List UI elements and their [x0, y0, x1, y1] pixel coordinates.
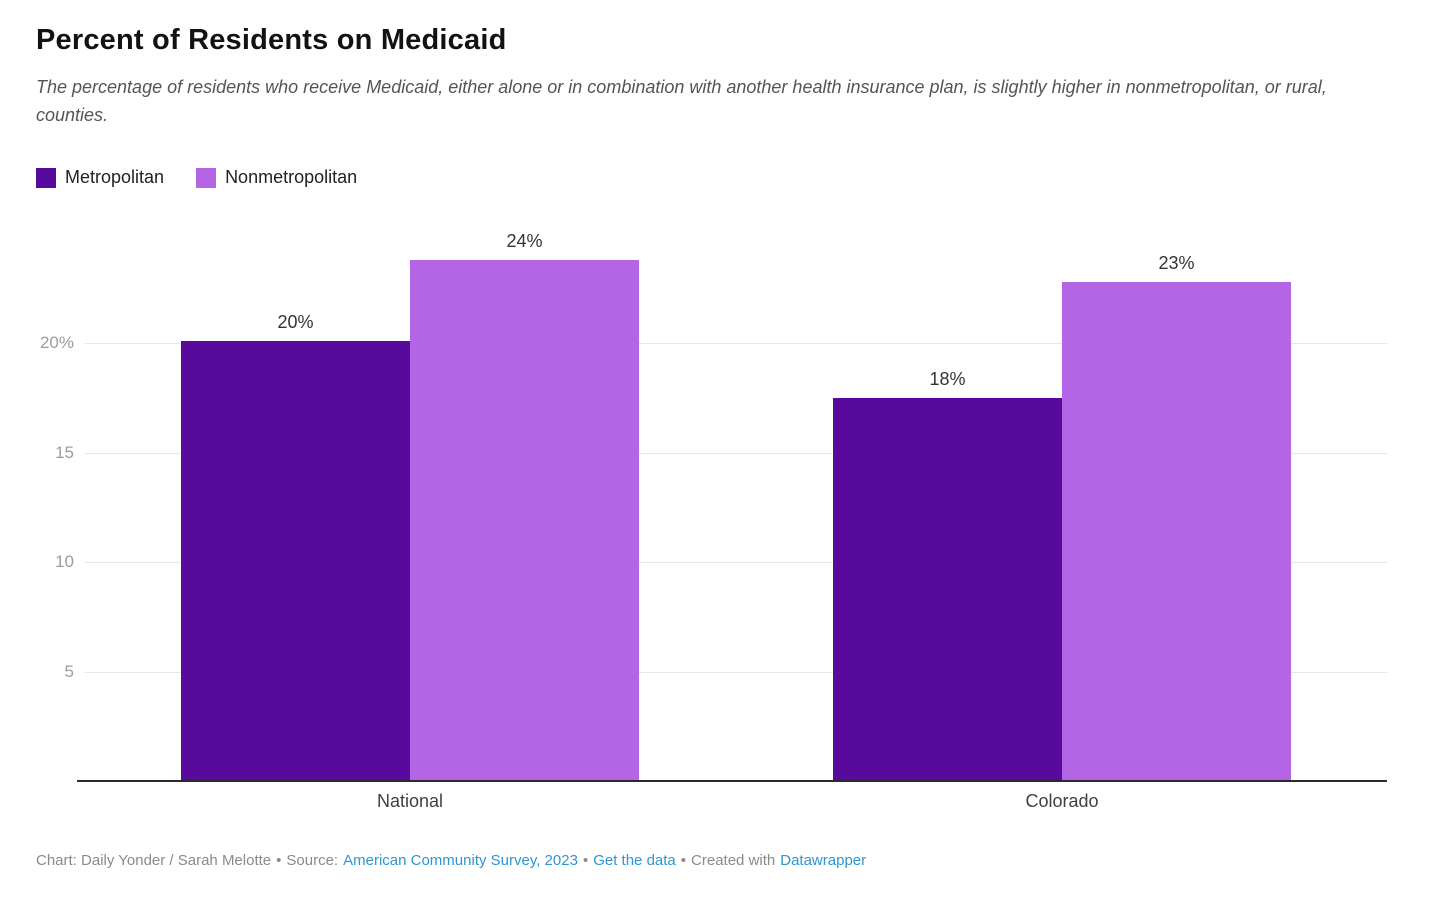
legend-label-nonmetropolitan: Nonmetropolitan	[225, 167, 358, 187]
get-the-data-link[interactable]: Get the data	[593, 852, 676, 869]
source-link[interactable]: American Community Survey, 2023	[343, 852, 578, 869]
legend-swatch-metropolitan	[36, 167, 56, 188]
chart-header: Percent of Residents on Medicaid The per…	[36, 24, 1386, 129]
gridline	[85, 453, 1387, 454]
bar-value-label-nonmetropolitan-national: 24%	[506, 231, 543, 251]
bar-value-label-metropolitan-national: 20%	[277, 312, 314, 332]
bar-metropolitan-national	[181, 341, 410, 781]
footer-separator: •	[680, 852, 687, 869]
bar-value-label-nonmetropolitan-colorado: 23%	[1158, 253, 1195, 273]
datawrapper-link[interactable]: Datawrapper	[780, 852, 867, 869]
y-tick-label: 20%	[39, 333, 74, 352]
page-title: Percent of Residents on Medicaid	[36, 24, 507, 56]
legend-item-nonmetropolitan: Nonmetropolitan	[196, 167, 357, 188]
footer-created-with: Created with	[691, 852, 776, 869]
footer: Chart: Daily Yonder / Sarah Melotte • So…	[36, 852, 866, 869]
gridline	[85, 672, 1387, 673]
y-tick-label: 5	[64, 662, 74, 681]
bar-metropolitan-colorado	[833, 398, 1062, 781]
footer-source-prefix: Source:	[286, 852, 339, 869]
bar-nonmetropolitan-national	[410, 260, 639, 781]
gridline	[85, 343, 1387, 344]
footer-separator: •	[582, 852, 589, 869]
x-axis-label-colorado: Colorado	[1025, 791, 1099, 811]
x-axis-line	[77, 780, 1387, 782]
y-tick-label: 10	[55, 552, 74, 571]
legend-label-metropolitan: Metropolitan	[65, 167, 165, 187]
legend: Metropolitan Nonmetropolitan	[36, 167, 357, 188]
bar-nonmetropolitan-colorado	[1062, 282, 1291, 781]
chart-subtitle: The percentage of residents who receive …	[36, 77, 1327, 125]
y-tick-label: 15	[55, 443, 74, 462]
footer-credit: Chart: Daily Yonder / Sarah Melotte	[36, 852, 272, 869]
bar-value-label-metropolitan-colorado: 18%	[929, 369, 966, 389]
legend-item-metropolitan: Metropolitan	[36, 167, 164, 188]
legend-swatch-nonmetropolitan	[196, 167, 217, 188]
x-axis-label-national: National	[376, 791, 444, 811]
gridline	[85, 562, 1387, 563]
footer-separator: •	[276, 852, 282, 869]
